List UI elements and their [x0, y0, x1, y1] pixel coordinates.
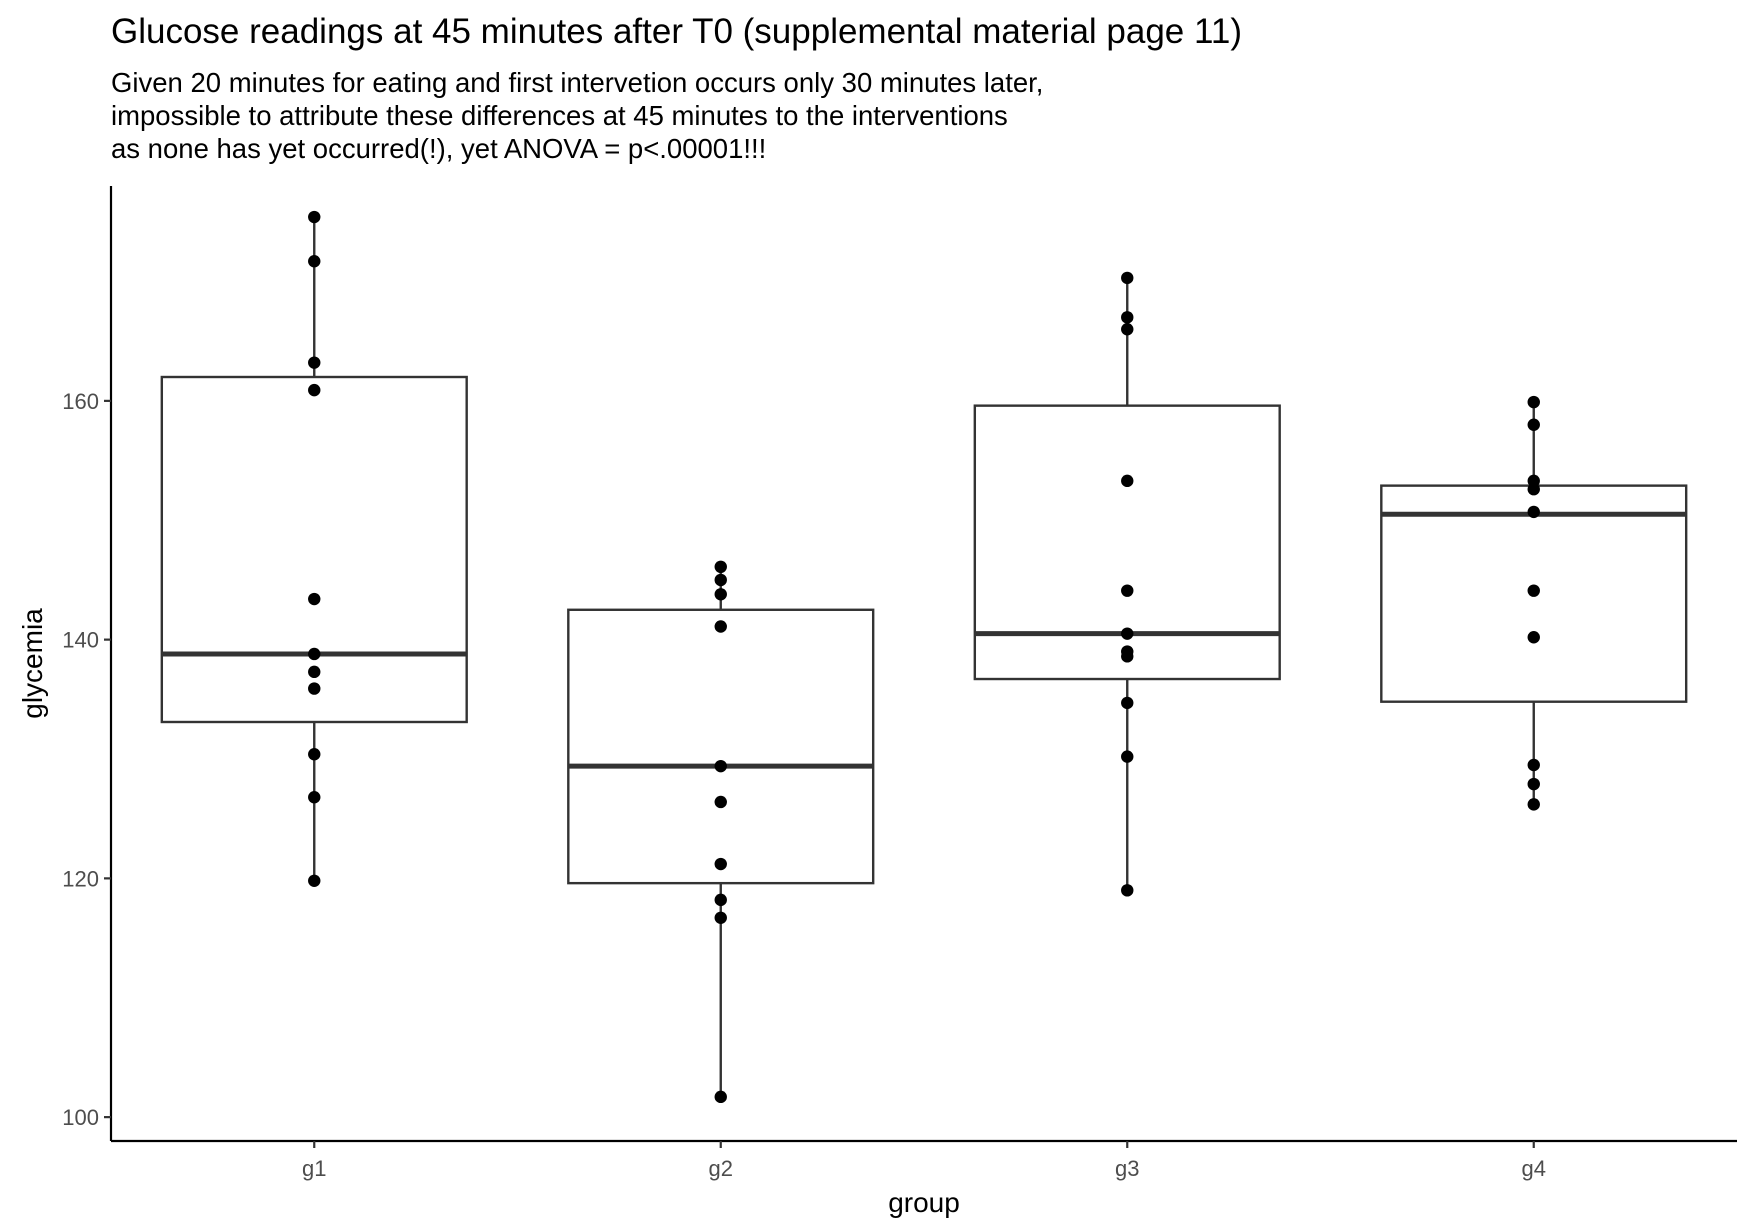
data-point-g3	[1121, 750, 1134, 763]
data-point-g4	[1527, 798, 1540, 811]
x-tick-label: g1	[302, 1156, 326, 1181]
data-point-g1	[308, 383, 321, 397]
y-tick-label: 140	[62, 628, 99, 653]
x-axis-title: group	[888, 1187, 960, 1218]
data-point-g2	[714, 560, 727, 574]
data-point-g2	[714, 759, 727, 773]
data-point-g1	[308, 356, 321, 369]
data-point-g3	[1121, 884, 1134, 897]
data-point-g1	[308, 682, 321, 695]
data-point-g4	[1527, 418, 1540, 431]
y-tick-label: 160	[62, 389, 99, 414]
data-point-g3	[1121, 323, 1134, 336]
data-point-g2	[714, 911, 727, 924]
box-g1	[160, 375, 468, 724]
data-point-g1	[308, 647, 321, 661]
data-point-g3	[1121, 584, 1134, 597]
data-point-g1	[308, 874, 321, 887]
data-point-g1	[308, 665, 321, 679]
data-point-g3	[1121, 474, 1134, 488]
x-tick-label: g3	[1115, 1156, 1139, 1181]
data-point-g4	[1527, 584, 1540, 597]
y-tick-label: 120	[62, 866, 99, 891]
data-point-g1	[308, 748, 321, 761]
subtitle-line: Given 20 minutes for eating and first in…	[111, 67, 1044, 98]
data-point-g2	[714, 620, 727, 633]
box-g2	[567, 608, 875, 885]
data-point-g3	[1121, 650, 1134, 663]
data-point-g2	[714, 795, 727, 809]
y-axis-title: glycemia	[17, 608, 48, 719]
subtitle-line: as none has yet occurred(!), yet ANOVA =…	[111, 133, 767, 164]
chart-subtitle: Given 20 minutes for eating and first in…	[111, 66, 1043, 165]
data-point-g1	[308, 791, 321, 804]
data-point-g4	[1527, 777, 1540, 791]
data-point-g2	[714, 857, 727, 871]
chart-title: Glucose readings at 45 minutes after T0 …	[111, 12, 1242, 51]
data-point-g2	[714, 1090, 727, 1104]
data-point-g2	[714, 588, 727, 601]
data-point-g2	[714, 573, 727, 587]
data-point-g4	[1527, 505, 1540, 519]
data-point-g3	[1121, 271, 1134, 285]
data-point-g3	[1121, 627, 1134, 640]
data-point-g1	[308, 210, 321, 224]
x-tick-label: g2	[709, 1156, 733, 1181]
data-point-g4	[1527, 483, 1540, 496]
data-point-g1	[308, 255, 321, 268]
subtitle-line: impossible to attribute these difference…	[111, 100, 1008, 131]
data-point-g3	[1121, 696, 1134, 710]
data-point-g4	[1527, 631, 1540, 644]
x-tick-label: g4	[1522, 1156, 1546, 1181]
data-point-g1	[308, 592, 321, 606]
data-point-g2	[714, 893, 727, 907]
data-point-g3	[1121, 311, 1134, 324]
data-point-g4	[1527, 395, 1540, 409]
y-tick-label: 100	[62, 1105, 99, 1130]
data-point-g4	[1527, 758, 1540, 772]
